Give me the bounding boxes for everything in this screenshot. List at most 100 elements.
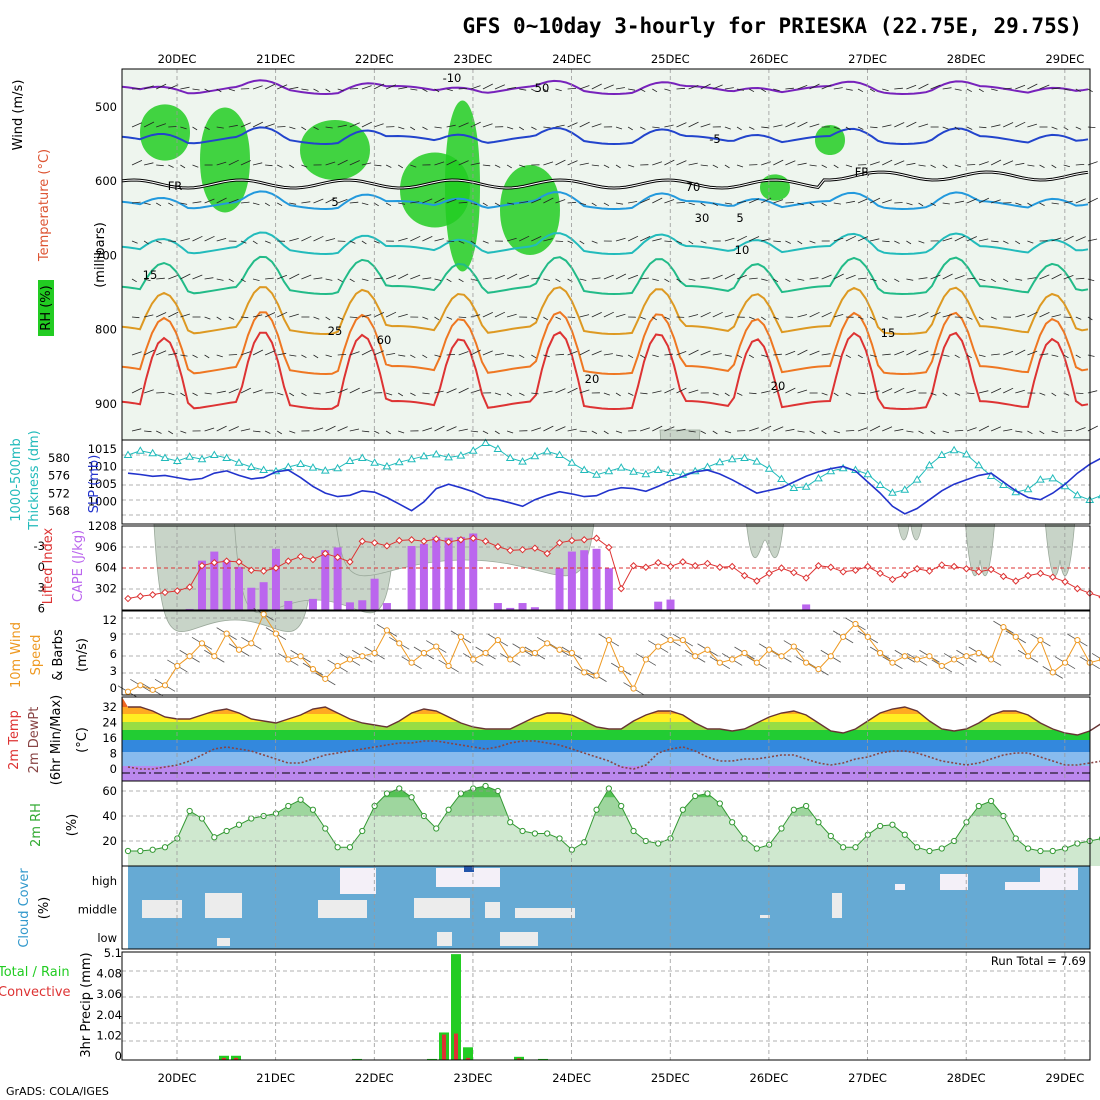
wind-barb xyxy=(240,201,250,204)
rh-marker xyxy=(975,802,982,810)
date-label-top: 21DEC xyxy=(256,52,295,66)
wind-barb xyxy=(906,314,916,318)
wind-speed-marker xyxy=(914,656,921,663)
wind-barb xyxy=(240,387,251,394)
wind-barb xyxy=(228,354,238,356)
wind-barb xyxy=(688,278,696,281)
wind-barb xyxy=(470,121,481,128)
rh-marker xyxy=(346,844,354,851)
wind-barb xyxy=(615,126,623,130)
wind-speed-marker xyxy=(445,662,452,670)
thickness-marker xyxy=(197,454,207,463)
wind-barb xyxy=(749,392,757,395)
wind-barb xyxy=(410,201,420,204)
wind-barb xyxy=(1003,240,1009,244)
wind-barb xyxy=(410,126,416,131)
lifted-index-marker xyxy=(901,571,909,579)
wind-barb xyxy=(216,88,222,93)
wind-axis-label-3: & Barbs xyxy=(51,629,66,681)
contour-label: 70 xyxy=(686,180,701,194)
wind-barb xyxy=(398,126,405,130)
thickness-marker xyxy=(567,458,577,466)
wind-barb xyxy=(531,88,537,93)
wind-barb xyxy=(482,312,493,318)
wind-barb xyxy=(664,353,673,356)
wind-barb xyxy=(506,126,514,130)
rh-marker xyxy=(889,821,896,828)
wind-barb xyxy=(398,86,408,90)
wind-speed-marker xyxy=(137,682,144,689)
wind-barb xyxy=(894,240,900,244)
wind-barb xyxy=(434,278,442,281)
wind-barb xyxy=(567,351,578,356)
wind-barb xyxy=(918,430,924,434)
wind-barb xyxy=(652,278,659,281)
cloud-level-label: high xyxy=(92,874,117,888)
wind-barb xyxy=(555,159,566,166)
wind-barb xyxy=(1087,278,1095,282)
wind-barb xyxy=(991,88,998,91)
wind-barb xyxy=(228,426,239,432)
wind-barb xyxy=(591,277,601,280)
lifted-index-marker xyxy=(740,571,749,580)
wind-speed-marker xyxy=(840,633,847,640)
wind-barb xyxy=(446,278,452,283)
lifted-index-marker xyxy=(148,591,157,599)
wind-barb xyxy=(325,238,336,242)
rh-marker xyxy=(223,827,230,835)
lifted-index-marker xyxy=(173,587,182,595)
wind-barb xyxy=(978,278,986,282)
wind-barb xyxy=(482,277,492,280)
wind-barb xyxy=(785,202,794,204)
wind-barb xyxy=(894,122,905,128)
wind-barb xyxy=(567,428,577,432)
thickness-marker xyxy=(937,450,947,458)
wind-barb xyxy=(446,240,455,242)
wind-barb xyxy=(724,273,735,280)
wind-barb xyxy=(603,311,614,318)
wind-barb xyxy=(458,428,468,432)
wind-barb xyxy=(857,427,868,432)
wind-barb xyxy=(990,159,1002,166)
wind-barb xyxy=(579,430,587,433)
wind-barb xyxy=(325,197,336,204)
lifted-index-marker xyxy=(1012,577,1020,585)
wind-speed-marker xyxy=(371,649,378,657)
wind-barb xyxy=(845,430,855,432)
lifted-index-marker xyxy=(247,566,256,574)
wind-barb xyxy=(773,240,781,243)
temp-axis-label: 2m Temp xyxy=(7,710,22,770)
wind-speed-marker xyxy=(211,653,218,660)
wind-barb xyxy=(845,274,856,280)
minmax-axis-label: (6hr Min/Max) xyxy=(49,695,64,785)
cape-bar xyxy=(247,587,256,610)
wind-barb xyxy=(325,126,333,129)
dewpt-axis-label: 2m DewPt xyxy=(27,707,42,774)
wind-barb xyxy=(349,240,356,244)
wind-barb xyxy=(870,390,880,394)
wind-barb xyxy=(422,88,428,92)
wind-speed-marker xyxy=(630,685,637,692)
wind-barb xyxy=(785,240,791,244)
wind-barb xyxy=(869,197,881,204)
wind-barb xyxy=(168,430,174,435)
wind-barb xyxy=(676,387,687,394)
wind-barb xyxy=(337,316,344,320)
wind-barb xyxy=(797,202,804,206)
wind-barb xyxy=(264,83,276,90)
rh-marker xyxy=(790,806,797,813)
lifted-index-marker xyxy=(210,558,219,567)
wind-barb xyxy=(506,313,517,318)
wind-barb xyxy=(1063,275,1074,280)
wind-barb xyxy=(361,389,372,394)
rh-marker xyxy=(544,830,551,837)
wind-barb xyxy=(942,202,950,205)
wind-barb xyxy=(240,122,251,128)
wind-barb xyxy=(289,392,295,397)
wind-barb xyxy=(180,86,190,90)
temperature-contour xyxy=(121,286,1089,336)
wind-tick: 6 xyxy=(110,647,117,661)
wind-barb xyxy=(518,126,525,131)
wind-barb xyxy=(434,197,445,204)
wind-barb xyxy=(748,88,755,93)
